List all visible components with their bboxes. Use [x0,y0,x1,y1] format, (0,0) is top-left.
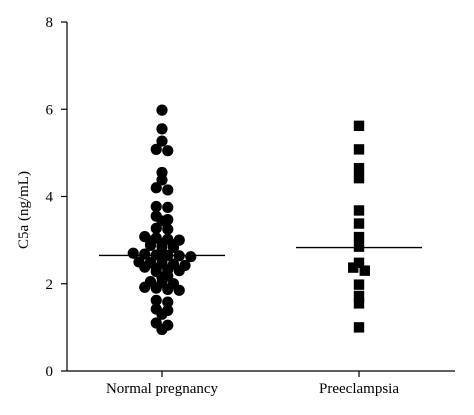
data-point-square [353,218,365,229]
data-point-square [353,205,365,216]
y-tick-label: 6 [46,102,54,118]
data-point-circle [162,184,174,196]
data-point-circle [139,261,151,273]
data-point-square [353,241,365,252]
data-point-circle [156,123,168,135]
data-point-circle [139,248,151,260]
data-point-circle [173,265,185,277]
y-tick-label: 4 [46,190,54,206]
data-point-circle [156,241,168,253]
data-point-circle [144,239,157,251]
y-tick-label: 8 [46,15,54,31]
data-point-square [353,231,365,243]
data-point-square [353,144,365,155]
data-point-square [353,290,365,302]
data-point-circle [162,223,174,235]
data-point-circle [162,201,174,214]
data-point-square [353,298,365,309]
data-point-circle [150,282,162,294]
data-point-square [359,265,370,276]
data-point-square [353,162,365,174]
data-point-square [348,262,359,273]
data-point-circle [150,143,162,155]
data-point-circle [185,251,197,263]
data-marks [99,104,422,336]
data-point-circle [150,200,162,213]
data-point-square [353,257,365,269]
data-point-circle [156,104,168,116]
axes: 0 2 4 6 8 Normal pregnancy Preeclampsia [46,15,455,397]
data-point-circle [150,222,162,234]
y-axis-title: C5a (ng/mL) [16,171,32,249]
data-point-circle [162,145,174,157]
data-point-circle [156,308,168,320]
data-point-circle [162,296,174,308]
data-point-circle [156,135,168,147]
data-point-circle [150,294,162,306]
x-category-label: Normal pregnancy [106,381,219,397]
data-point-square [353,172,365,184]
y-tick-label: 2 [46,277,54,293]
data-point-circle [156,174,168,186]
data-point-circle [150,182,162,194]
data-point-circle [167,241,180,254]
data-point-square [353,120,365,132]
data-point-circle [173,284,185,296]
data-point-circle [162,283,174,296]
data-point-circle [139,281,151,293]
data-point-circle [156,323,168,336]
y-tick-label: 0 [46,364,54,380]
data-point-square [353,279,365,290]
data-point-square [353,322,365,333]
x-category-label: Preeclampsia [319,381,399,397]
